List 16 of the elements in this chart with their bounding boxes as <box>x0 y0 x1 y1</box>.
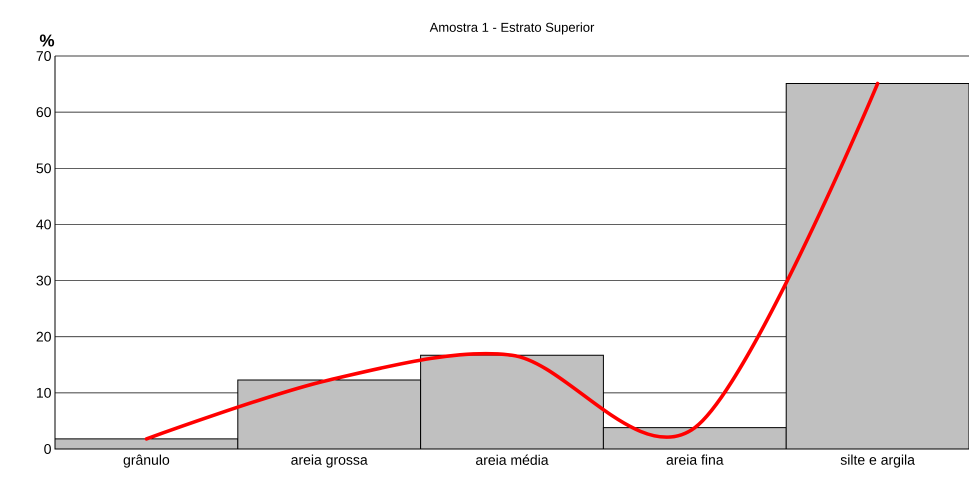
y-tick-label: 20 <box>36 332 51 342</box>
y-tick-label: 40 <box>36 219 51 230</box>
y-tick-label: 0 <box>44 444 51 454</box>
x-tick-label: grânulo <box>124 454 170 468</box>
chart-title: Amostra 1 - Estrato Superior <box>430 22 594 35</box>
y-axis-title: % <box>40 34 54 46</box>
y-tick-label: 50 <box>36 163 51 174</box>
x-tick-label: silte e argila <box>840 454 915 468</box>
x-tick-label: areia fina <box>666 454 724 465</box>
y-tick-label: 30 <box>36 276 51 286</box>
x-tick-label: areia grossa <box>291 454 368 468</box>
y-tick-label: 60 <box>36 107 51 118</box>
y-tick-label: 10 <box>36 388 51 398</box>
x-tick-label: areia média <box>476 454 549 465</box>
y-tick-label: 70 <box>36 51 51 61</box>
line-series <box>144 82 880 441</box>
